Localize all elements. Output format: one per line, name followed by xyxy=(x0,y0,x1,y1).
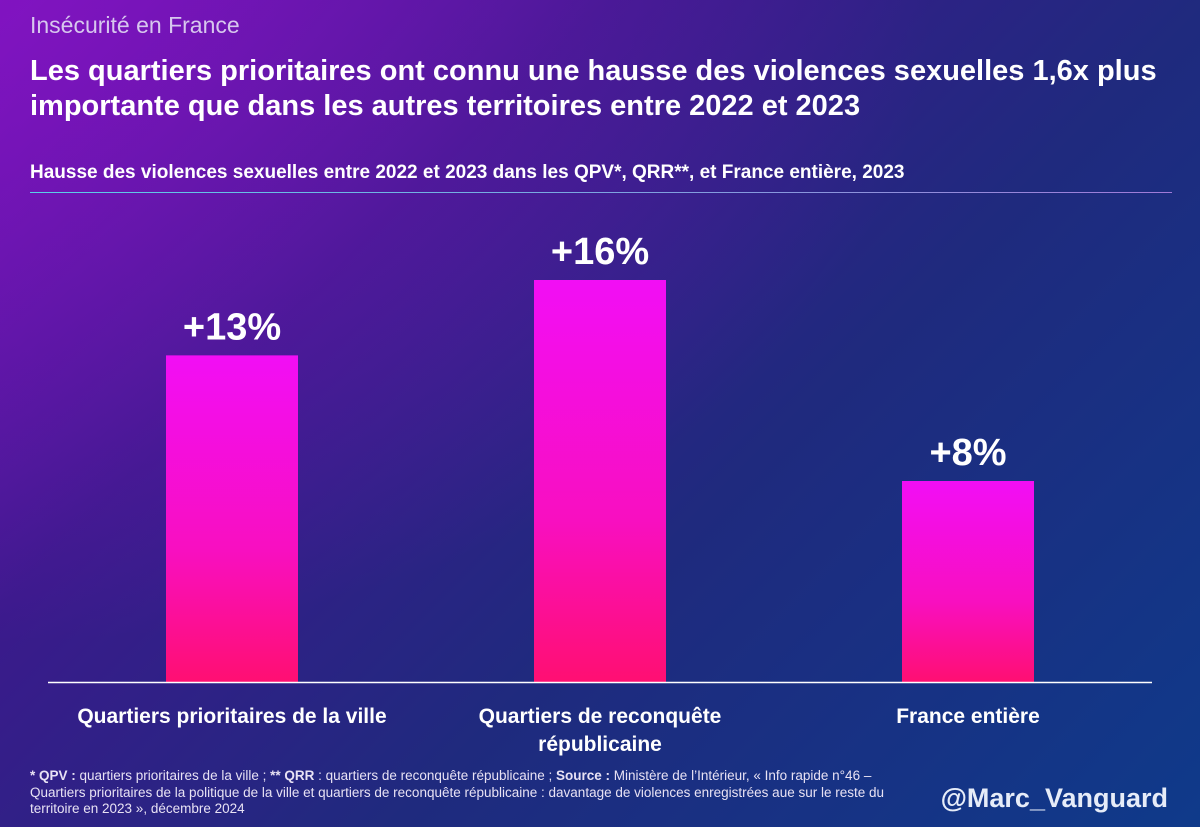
data-label-3: +8% xyxy=(929,432,1006,474)
bar-1 xyxy=(166,355,298,682)
x-tick-label-3-line-1: France entière xyxy=(896,705,1040,728)
data-labels: +13% +16% +8% xyxy=(183,231,1007,474)
bar-3 xyxy=(902,481,1034,682)
author-handle: @Marc_Vanguard xyxy=(940,783,1168,813)
chart-subtitle: Hausse des violences sexuelles entre 202… xyxy=(30,162,905,183)
bar-2 xyxy=(534,280,666,682)
footnote-source-text: Ministère de l’Intérieur, « Info rapide … xyxy=(30,768,885,816)
x-tick-label-1: Quartiers prioritaires de la ville xyxy=(77,705,386,728)
data-label-2: +16% xyxy=(551,231,649,273)
subtitle-divider xyxy=(30,192,1172,193)
footnote-qpv-key: * QPV : xyxy=(30,768,76,783)
x-axis-tick-labels: Quartiers prioritaires de la ville Quarti… xyxy=(77,705,1039,756)
x-tick-label-3: France entière xyxy=(896,705,1040,728)
bar-series xyxy=(166,280,1034,682)
x-tick-label-2-line-1: Quartiers de reconquête xyxy=(479,705,722,728)
x-tick-label-2-line-2: républicaine xyxy=(538,733,662,756)
x-tick-label-2: Quartiers de reconquête républicaine xyxy=(479,705,722,756)
data-label-1: +13% xyxy=(183,306,281,348)
x-tick-label-1-line-1: Quartiers prioritaires de la ville xyxy=(77,705,386,728)
footnote: * QPV : quartiers prioritaires de la vil… xyxy=(30,768,910,818)
footnote-qrr-key: ** QRR xyxy=(270,768,315,783)
kicker: Insécurité en France xyxy=(30,12,240,38)
footnote-source-key: Source : xyxy=(556,768,611,783)
footnote-qpv-text: quartiers prioritaires de la ville ; xyxy=(75,768,271,783)
footnote-qrr-text: : quartiers de reconquête républicaine ; xyxy=(314,768,557,783)
page-title: Les quartiers prioritaires ont connu une… xyxy=(30,55,1157,122)
